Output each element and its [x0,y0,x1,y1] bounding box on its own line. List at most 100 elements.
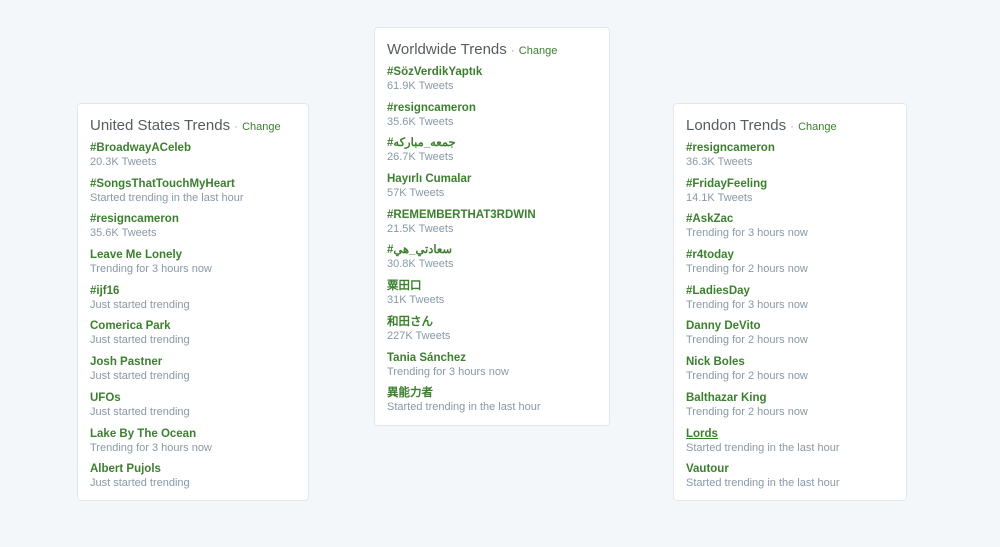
change-link[interactable]: Change [798,121,837,133]
trend-item[interactable]: #r4today Trending for 2 hours now [686,248,894,284]
trend-item[interactable]: #SözVerdikYaptık 61.9K Tweets [387,65,597,101]
trend-item[interactable]: #LadiesDay Trending for 3 hours now [686,284,894,320]
trend-meta: Trending for 2 hours now [686,334,808,347]
trend-meta: 61.9K Tweets [387,80,454,92]
trend-meta: 227K Tweets [387,329,451,342]
trend-meta: Just started trending [90,477,190,490]
trend-meta: Trending for 2 hours now [686,405,808,418]
trend-name[interactable]: 粟田口 [387,280,422,293]
trend-meta: Trending for 3 hours now [90,441,212,454]
trend-name[interactable]: Nick Boles [686,356,745,369]
trend-meta: 36.3K Tweets [686,156,753,168]
change-link[interactable]: Change [518,45,558,57]
trend-item[interactable]: Vautour Started trending in the last hour [686,462,894,498]
trend-item[interactable]: #REMEMBERTHAT3RDWIN 21.5K Tweets [387,208,597,244]
trend-name[interactable]: 和田さん [387,315,433,328]
separator-dot: · [234,121,238,133]
trend-item[interactable]: 粟田口 31K Tweets [387,279,597,315]
trend-meta: Started trending in the last hour [90,191,244,204]
trend-meta: 30.8K Tweets [387,258,454,271]
trend-item[interactable]: Josh Pastner Just started trending [90,355,296,391]
us-trends-card: United States Trends · Change #BroadwayAC… [77,103,309,501]
trends-title: London Trends · Change [686,118,894,135]
trend-meta: Trending for 2 hours now [686,263,808,276]
trends-title: Worldwide Trends · Change [387,42,597,59]
trend-meta: Trending for 3 hours now [387,365,509,378]
separator-dot: · [510,45,515,57]
trend-name[interactable]: #LadiesDay [686,284,750,297]
trend-meta: Just started trending [90,298,190,311]
trend-meta: Just started trending [90,405,190,418]
trend-item[interactable]: UFOs Just started trending [90,391,296,427]
trend-meta: Trending for 3 hours now [90,263,212,276]
trend-meta: 20.3K Tweets [90,156,157,168]
trend-name[interactable]: #BroadwayACeleb [90,142,191,154]
trend-item[interactable]: #جمعه_مباركه 26.7K Tweets [387,136,597,172]
trend-name[interactable]: Lake By The Ocean [90,427,197,440]
worldwide-trends-card: Worldwide Trends · Change #SözVerdikYaptı… [374,27,610,426]
trend-name[interactable]: #resigncameron [90,213,179,226]
trend-meta: 21.5K Tweets [387,222,454,235]
trend-item[interactable]: Lords Started trending in the last hour [686,427,894,463]
trend-name[interactable]: #resigncameron [387,101,476,114]
trend-name[interactable]: 異能力者 [387,387,433,400]
trend-meta: 35.6K Tweets [387,115,454,128]
trend-name[interactable]: Albert Pujols [90,463,161,476]
trend-name[interactable]: #r4today [686,249,734,262]
trend-item[interactable]: 異能力者 Started trending in the last hour [387,386,597,422]
trend-name[interactable]: Lords [686,427,718,440]
trend-name[interactable]: Leave Me Lonely [90,249,183,262]
trend-name[interactable]: #SözVerdikYaptık [387,66,483,78]
trend-item[interactable]: Comerica Park Just started trending [90,319,296,355]
trend-meta: Just started trending [90,370,190,383]
trend-name[interactable]: #FridayFeeling [686,177,768,190]
trend-name[interactable]: Vautour [686,463,729,476]
trend-item[interactable]: #سعادتي_هي 30.8K Tweets [387,243,597,279]
trend-name[interactable]: Tania Sánchez [387,351,467,364]
change-link[interactable]: Change [242,121,281,133]
trend-meta: Trending for 2 hours now [686,370,808,383]
trend-item[interactable]: Hayırlı Cumalar 57K Tweets [387,172,597,208]
trend-item[interactable]: Danny DeVito Trending for 2 hours now [686,319,894,355]
trend-item[interactable]: #SongsThatTouchMyHeart Started trending i… [90,177,296,213]
trend-meta: 35.6K Tweets [90,227,157,240]
trend-name[interactable]: #resigncameron [686,142,775,154]
trends-title: United States Trends · Change [90,118,296,135]
separator-dot: · [790,121,794,133]
trend-item[interactable]: #resigncameron 35.6K Tweets [387,101,597,137]
trend-name[interactable]: Balthazar King [686,391,767,404]
trend-meta: Started trending in the last hour [686,441,840,454]
trend-item[interactable]: #BroadwayACeleb 20.3K Tweets [90,141,296,177]
trend-name[interactable]: Comerica Park [90,320,171,333]
trend-item[interactable]: #ijf16 Just started trending [90,284,296,320]
trend-item[interactable]: Nick Boles Trending for 2 hours now [686,355,894,391]
trend-meta: Trending for 3 hours now [686,298,808,311]
trend-name[interactable]: #REMEMBERTHAT3RDWIN [387,208,536,221]
trend-meta: 57K Tweets [387,187,445,200]
trend-item[interactable]: Albert Pujols Just started trending [90,462,296,498]
trend-item[interactable]: #AskZac Trending for 3 hours now [686,212,894,248]
trend-item[interactable]: 和田さん 227K Tweets [387,315,597,351]
trend-name[interactable]: UFOs [90,391,121,404]
trend-item[interactable]: Lake By The Ocean Trending for 3 hours no… [90,427,296,463]
trend-item[interactable]: #FridayFeeling 14.1K Tweets [686,177,894,213]
trend-name[interactable]: #SongsThatTouchMyHeart [90,177,235,190]
trend-item[interactable]: #resigncameron 36.3K Tweets [686,141,894,177]
trend-item[interactable]: Leave Me Lonely Trending for 3 hours now [90,248,296,284]
trend-meta: 26.7K Tweets [387,151,454,164]
trend-name[interactable]: #ijf16 [90,284,120,297]
trend-meta: Trending for 3 hours now [686,227,808,240]
trend-name[interactable]: Hayırlı Cumalar [387,173,472,186]
trend-name[interactable]: Josh Pastner [90,356,163,369]
trend-name[interactable]: #جمعه_مباركه [387,137,456,150]
trend-meta: 31K Tweets [387,294,445,307]
trend-name[interactable]: Danny DeVito [686,320,761,333]
trend-item[interactable]: Tania Sánchez Trending for 3 hours now [387,351,597,387]
trend-meta: Started trending in the last hour [387,401,541,414]
trend-item[interactable]: Balthazar King Trending for 2 hours now [686,391,894,427]
trend-name[interactable]: #AskZac [686,213,734,226]
trend-item[interactable]: #resigncameron 35.6K Tweets [90,212,296,248]
trends-heading: Worldwide Trends [387,41,507,58]
london-trends-card: London Trends · Change #resigncameron 36.3… [673,103,907,501]
trend-name[interactable]: #سعادتي_هي [387,244,453,257]
